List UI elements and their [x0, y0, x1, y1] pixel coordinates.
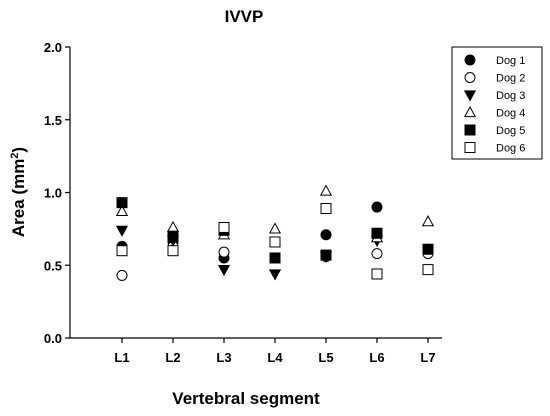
legend-label: Dog 5 — [496, 125, 525, 137]
legend-marker — [464, 142, 476, 153]
legend-item: Dog 6 — [464, 142, 525, 155]
data-point — [115, 204, 129, 217]
y-tick-label: 0.5 — [44, 258, 62, 273]
x-tick-label: L2 — [165, 350, 180, 365]
legend-item: Dog 1 — [464, 54, 525, 67]
data-point — [320, 249, 332, 261]
data-point — [422, 264, 434, 276]
legend-item: Dog 4 — [463, 105, 525, 120]
data-point — [167, 245, 179, 257]
legend-label: Dog 1 — [496, 55, 525, 67]
data-point — [218, 221, 230, 233]
data-point — [371, 227, 383, 239]
legend-items: Dog 1 Dog 2 Dog 3 Dog 4 Dog 5 Dog 6 — [463, 54, 525, 155]
data-point — [319, 184, 333, 196]
legend-item: Dog 2 — [464, 72, 525, 85]
x-tick-label: L3 — [216, 350, 231, 365]
data-point — [166, 220, 180, 233]
x-tick-label: L6 — [369, 350, 384, 365]
legend-marker — [464, 54, 476, 66]
y-tick-label: 1.5 — [44, 113, 62, 128]
y-tick-label: 1.0 — [44, 186, 62, 201]
data-point — [371, 248, 383, 260]
data-point — [320, 203, 332, 215]
x-tick-label: L7 — [420, 350, 435, 365]
legend-marker — [464, 124, 476, 136]
data-point — [371, 201, 383, 213]
legend-marker — [463, 90, 477, 102]
data-point — [167, 230, 179, 242]
data-points — [115, 184, 435, 281]
x-axis-label: Vertebral segment — [172, 389, 320, 408]
data-point — [269, 236, 281, 248]
series-4 — [115, 184, 435, 243]
data-point — [269, 252, 281, 264]
x-tick-label: L5 — [318, 350, 333, 365]
data-point — [371, 268, 383, 280]
data-point — [115, 225, 129, 237]
legend-marker — [463, 105, 477, 118]
data-point — [217, 264, 231, 277]
series-6 — [116, 203, 434, 280]
data-point — [218, 246, 230, 258]
legend-label: Dog 3 — [496, 90, 525, 102]
legend: Dog 1 Dog 2 Dog 3 Dog 4 Dog 5 Dog 6 — [451, 46, 543, 160]
series-3 — [115, 225, 384, 281]
legend-label: Dog 2 — [496, 73, 525, 85]
y-tick-label: 0.0 — [44, 331, 62, 346]
data-point — [268, 222, 282, 234]
chart-title: IVVP — [225, 7, 264, 26]
legend-item: Dog 3 — [463, 90, 525, 102]
data-point — [421, 215, 435, 227]
legend-label: Dog 4 — [496, 108, 525, 120]
y-ticks: 0.0 0.5 1.0 1.5 2.0 — [44, 40, 70, 346]
legend-box — [451, 46, 543, 160]
legend-marker — [464, 72, 476, 83]
x-tick-label: L1 — [114, 350, 129, 365]
legend-label: Dog 6 — [496, 143, 525, 155]
data-point — [268, 269, 282, 281]
data-point — [422, 243, 434, 255]
y-axis-label: Area (mm2) — [9, 147, 28, 237]
y-tick-label: 2.0 — [44, 40, 62, 55]
data-point — [116, 269, 128, 281]
data-point — [320, 229, 332, 241]
x-tick-label: L4 — [267, 350, 283, 365]
legend-item: Dog 5 — [464, 124, 525, 137]
data-point — [116, 245, 128, 257]
x-ticks: L1 L2 L3 L4 L5 L6 L7 — [114, 338, 436, 365]
data-point — [116, 197, 128, 209]
